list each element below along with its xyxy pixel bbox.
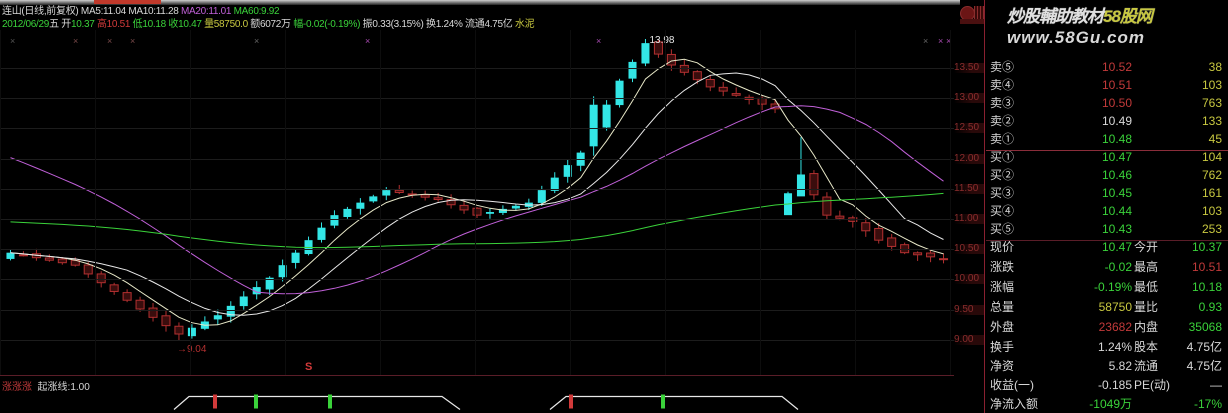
svg-text:×: × (923, 36, 928, 46)
svg-text:×: × (73, 36, 78, 46)
svg-text:×: × (938, 36, 943, 46)
svg-text:×: × (10, 36, 15, 46)
svg-text:→9.04: →9.04 (177, 344, 207, 355)
svg-text:×: × (365, 36, 370, 46)
svg-text:S: S (305, 361, 312, 373)
svg-text:×: × (130, 36, 135, 46)
svg-text:13.98: 13.98 (649, 35, 674, 46)
svg-text:×: × (596, 36, 601, 46)
svg-text:×: × (254, 36, 259, 46)
svg-text:×: × (107, 36, 112, 46)
